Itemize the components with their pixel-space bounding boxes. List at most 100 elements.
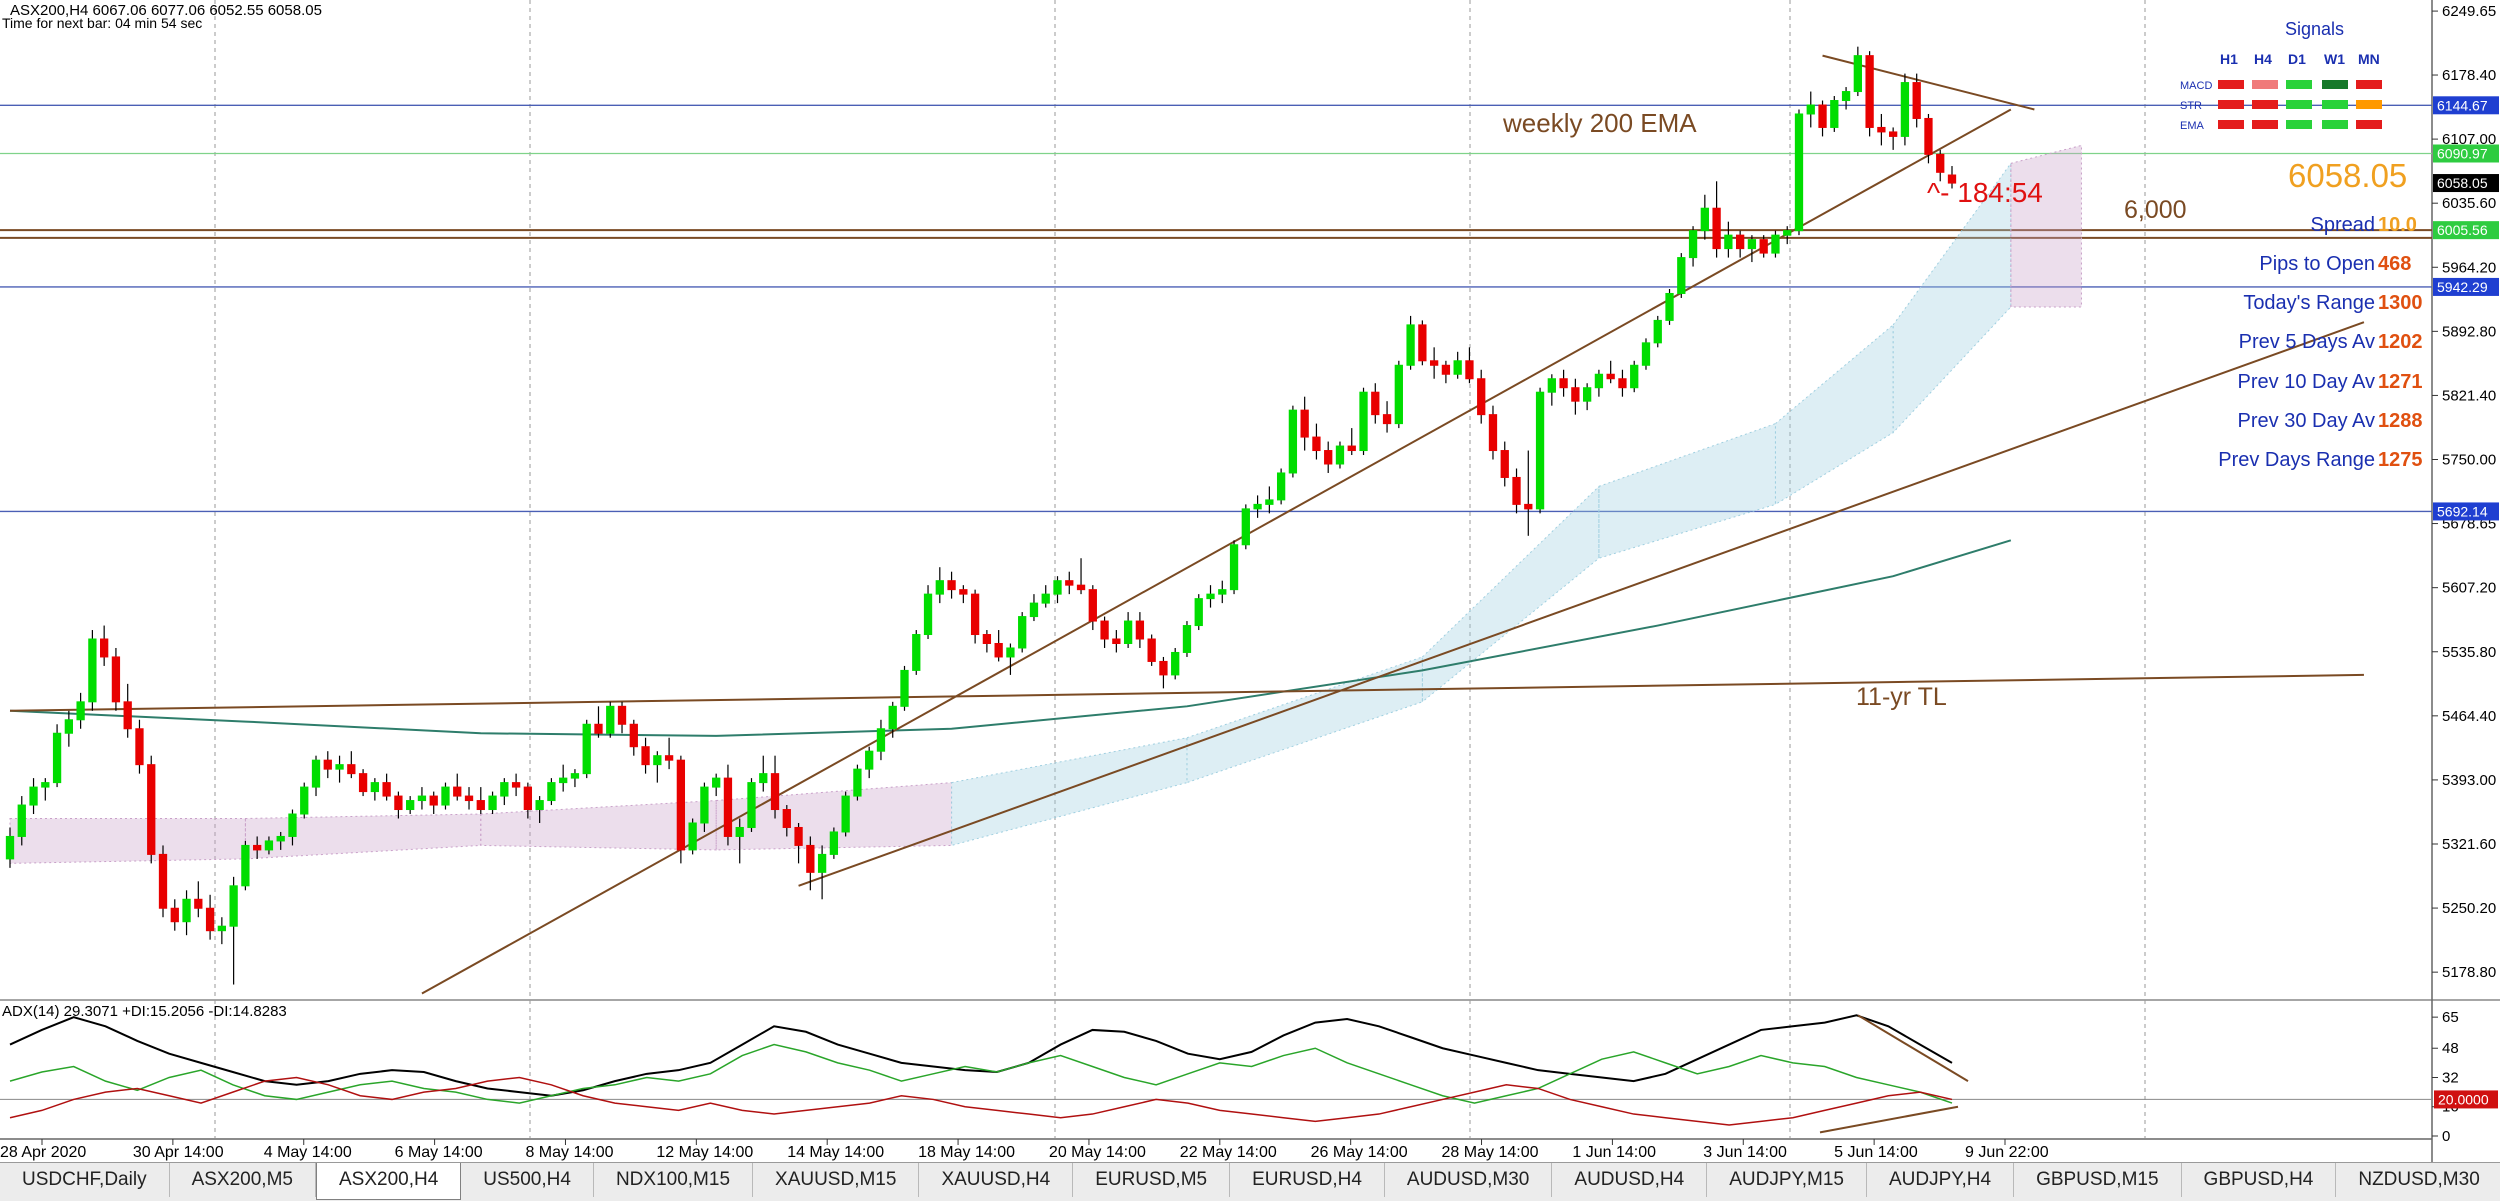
candle[interactable] (1123, 612, 1133, 648)
candle[interactable] (1171, 647, 1180, 680)
candle[interactable] (1088, 585, 1097, 631)
candle[interactable] (1724, 221, 1733, 258)
candle[interactable] (676, 755, 686, 864)
chart-tab[interactable]: ASX200,H4 (315, 1163, 462, 1200)
candle[interactable] (1453, 351, 1462, 379)
candle[interactable] (829, 827, 839, 859)
candle[interactable] (1936, 149, 1945, 182)
candle[interactable] (1524, 450, 1533, 536)
candle[interactable] (606, 701, 615, 738)
candle[interactable] (1194, 594, 1203, 631)
candle[interactable] (1653, 315, 1662, 348)
candle[interactable] (205, 894, 215, 940)
candle[interactable] (1135, 612, 1145, 648)
candle[interactable] (1735, 230, 1745, 258)
chart-tab[interactable]: AUDUSD,M30 (1385, 1163, 1553, 1197)
candle[interactable] (1229, 540, 1239, 595)
candle[interactable] (276, 831, 285, 850)
candle[interactable] (1512, 468, 1521, 514)
candle[interactable] (1547, 374, 1556, 406)
candle[interactable] (41, 778, 50, 801)
chart-tab[interactable]: XAUUSD,H4 (919, 1163, 1074, 1197)
candle[interactable] (464, 787, 474, 810)
candle[interactable] (1006, 643, 1015, 675)
candle[interactable] (841, 791, 850, 837)
candle[interactable] (1712, 181, 1721, 258)
candle[interactable] (1324, 441, 1333, 473)
candle[interactable] (653, 751, 662, 783)
candle[interactable] (1065, 571, 1074, 595)
candle[interactable] (664, 737, 674, 770)
candle[interactable] (1571, 378, 1580, 415)
candle[interactable] (1429, 347, 1439, 379)
candle[interactable] (523, 782, 533, 819)
candle[interactable] (1606, 360, 1615, 384)
candle[interactable] (1159, 656, 1168, 689)
candle[interactable] (982, 630, 992, 653)
candle[interactable] (1877, 113, 1886, 146)
candle[interactable] (1076, 558, 1086, 595)
candle[interactable] (394, 791, 403, 819)
candle[interactable] (770, 755, 780, 819)
candle[interactable] (1018, 612, 1027, 653)
candle[interactable] (1771, 230, 1780, 258)
candle[interactable] (370, 778, 380, 801)
candle[interactable] (782, 805, 791, 837)
candle[interactable] (1794, 109, 1804, 236)
candle[interactable] (1594, 369, 1604, 397)
candle[interactable] (688, 818, 697, 855)
candle[interactable] (311, 755, 321, 797)
candle[interactable] (747, 778, 756, 832)
candle[interactable] (100, 625, 109, 666)
candle[interactable] (135, 719, 144, 774)
chart-tab[interactable]: AUDJPY,H4 (1867, 1163, 2015, 1197)
candle[interactable] (123, 683, 132, 738)
candle[interactable] (970, 589, 980, 644)
candle[interactable] (288, 809, 297, 846)
chart-tab[interactable]: US500,H4 (461, 1163, 594, 1197)
candle[interactable] (1853, 46, 1862, 97)
chart-tab[interactable]: AUDJPY,M15 (1707, 1163, 1867, 1197)
candle[interactable] (1947, 166, 1957, 189)
candle[interactable] (429, 791, 438, 815)
candle[interactable] (1300, 396, 1309, 451)
candle[interactable] (29, 778, 38, 815)
candle[interactable] (1759, 235, 1768, 258)
candle[interactable] (1406, 315, 1415, 370)
candle[interactable] (853, 764, 862, 801)
candle[interactable] (1618, 369, 1627, 397)
candle[interactable] (617, 701, 627, 734)
candle[interactable] (1500, 441, 1509, 487)
candle[interactable] (865, 746, 874, 779)
candle[interactable] (1041, 585, 1050, 608)
candle[interactable] (323, 751, 332, 779)
candle[interactable] (1347, 428, 1356, 456)
candle[interactable] (194, 881, 203, 918)
candle[interactable] (1677, 253, 1686, 298)
candle[interactable] (1488, 405, 1498, 460)
candle[interactable] (1806, 91, 1815, 128)
candle[interactable] (64, 710, 73, 747)
candle[interactable] (382, 773, 391, 801)
candle[interactable] (1418, 320, 1427, 366)
candle[interactable] (959, 585, 968, 604)
candle[interactable] (1288, 405, 1298, 478)
candle[interactable] (1182, 621, 1192, 657)
candle[interactable] (488, 791, 497, 815)
candle[interactable] (888, 701, 897, 738)
candle[interactable] (817, 845, 827, 900)
candle[interactable] (1641, 338, 1651, 370)
candle[interactable] (500, 778, 509, 806)
candle[interactable] (1218, 580, 1227, 604)
candle[interactable] (76, 692, 85, 729)
candle[interactable] (476, 787, 485, 815)
candle[interactable] (1665, 288, 1674, 325)
candle[interactable] (1912, 73, 1921, 128)
candle[interactable] (1582, 383, 1592, 411)
chart-tab[interactable]: NZDUSD,M30 (2336, 1163, 2500, 1197)
candle[interactable] (1841, 87, 1851, 110)
candle[interactable] (1688, 226, 1698, 267)
candle[interactable] (182, 890, 191, 936)
candle[interactable] (806, 836, 815, 891)
